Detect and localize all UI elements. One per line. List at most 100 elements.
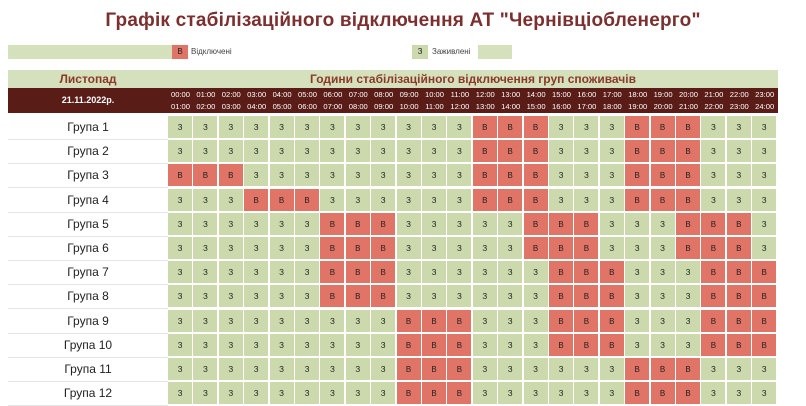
cell-on: З	[599, 116, 625, 139]
cell-off: В	[625, 358, 651, 381]
cell-on: З	[269, 140, 295, 164]
cell-off: В	[549, 285, 574, 309]
cell-on: З	[701, 164, 727, 188]
cell-off: В	[650, 164, 676, 188]
cell-on: З	[549, 188, 574, 212]
cell-on: З	[244, 358, 270, 381]
header-band	[8, 88, 778, 113]
cell-on: З	[218, 333, 244, 357]
cell-off: В	[676, 188, 701, 212]
cell-on: З	[218, 140, 244, 164]
cell-on: З	[396, 212, 422, 236]
hour-from: 12:00	[475, 90, 495, 99]
row-divider	[8, 139, 168, 140]
cell-on: З	[244, 261, 270, 285]
cell-on: З	[371, 309, 397, 333]
cell-on: З	[244, 116, 270, 139]
cell-on: З	[345, 140, 371, 164]
cell-on: З	[447, 237, 473, 260]
cell-off: В	[396, 382, 422, 406]
cell-on: З	[447, 285, 473, 309]
cell-off: В	[650, 188, 676, 212]
cell-on: З	[422, 164, 447, 188]
cell-off: В	[396, 309, 422, 333]
cell-off: В	[371, 285, 397, 309]
cell-off: В	[574, 309, 600, 333]
cell-on: З	[269, 212, 295, 236]
cell-off: В	[193, 164, 219, 188]
hour-to: 01:00	[170, 102, 190, 111]
hour-header: 22:00 23:00	[727, 88, 752, 113]
cell-off: В	[396, 333, 422, 357]
cell-on: З	[472, 285, 498, 309]
cell-on: З	[498, 237, 524, 260]
cell-off: В	[523, 237, 549, 260]
hour-from: 16:00	[577, 90, 597, 99]
hour-from: 06:00	[323, 90, 343, 99]
cell-off: В	[447, 358, 473, 381]
cell-on: З	[422, 140, 447, 164]
legend-on-label: Заживлені	[432, 47, 471, 56]
hour-to: 18:00	[602, 102, 622, 111]
hour-header: 01:00 02:00	[193, 88, 218, 113]
hour-from: 00:00	[170, 90, 190, 99]
cell-on: З	[269, 116, 295, 139]
cell-on: З	[396, 237, 422, 260]
cell-off: В	[676, 212, 701, 236]
cell-on: З	[320, 382, 346, 406]
cell-on: З	[498, 261, 524, 285]
hour-from: 20:00	[678, 90, 698, 99]
cell-off: В	[523, 140, 549, 164]
cell-on: З	[345, 164, 371, 188]
cell-on: З	[498, 382, 524, 406]
cell-on: З	[676, 309, 701, 333]
cell-on: З	[244, 285, 270, 309]
cell-on: З	[269, 237, 295, 260]
cell-off: В	[345, 261, 371, 285]
cell-on: З	[193, 285, 219, 309]
hour-header: 17:00 18:00	[600, 88, 625, 113]
group-label: Група 7	[67, 265, 109, 280]
cell-off: В	[447, 333, 473, 357]
hour-from: 10:00	[424, 90, 444, 99]
legend-spacer	[478, 45, 512, 59]
cell-on: З	[625, 333, 651, 357]
cell-off: В	[574, 333, 600, 357]
cell-on: З	[599, 140, 625, 164]
hour-to: 22:00	[704, 102, 724, 111]
hour-header: 11:00 12:00	[447, 88, 472, 113]
cell-on: З	[345, 358, 371, 381]
cell-on: З	[295, 382, 320, 406]
cell-on: З	[320, 164, 346, 188]
cell-on: З	[726, 358, 752, 381]
cell-on: З	[422, 116, 447, 139]
hour-from: 22:00	[729, 90, 749, 99]
hour-to: 17:00	[577, 102, 597, 111]
cell-on: З	[752, 358, 778, 381]
cell-on: З	[574, 358, 600, 381]
cell-off: В	[599, 309, 625, 333]
date-label: 21.11.2022р.	[61, 95, 115, 105]
cell-on: З	[726, 382, 752, 406]
cell-off: В	[472, 188, 498, 212]
cell-on: З	[447, 116, 473, 139]
cell-off: В	[676, 358, 701, 381]
cell-on: З	[472, 309, 498, 333]
hour-header: 19:00 20:00	[651, 88, 676, 113]
cell-on: З	[447, 261, 473, 285]
cell-off: В	[701, 309, 727, 333]
cell-off: В	[701, 212, 727, 236]
group-label: Група 4	[67, 192, 109, 207]
cell-on: З	[218, 237, 244, 260]
cell-on: З	[549, 116, 574, 139]
cell-off: В	[472, 116, 498, 139]
cell-off: В	[701, 333, 727, 357]
hour-from: 04:00	[272, 90, 292, 99]
cell-off: В	[269, 188, 295, 212]
cell-off: В	[752, 261, 778, 285]
hour-from: 21:00	[704, 90, 724, 99]
cell-on: З	[371, 358, 397, 381]
cell-on: З	[523, 285, 549, 309]
group-label: Група 12	[63, 386, 113, 401]
cell-on: З	[625, 285, 651, 309]
